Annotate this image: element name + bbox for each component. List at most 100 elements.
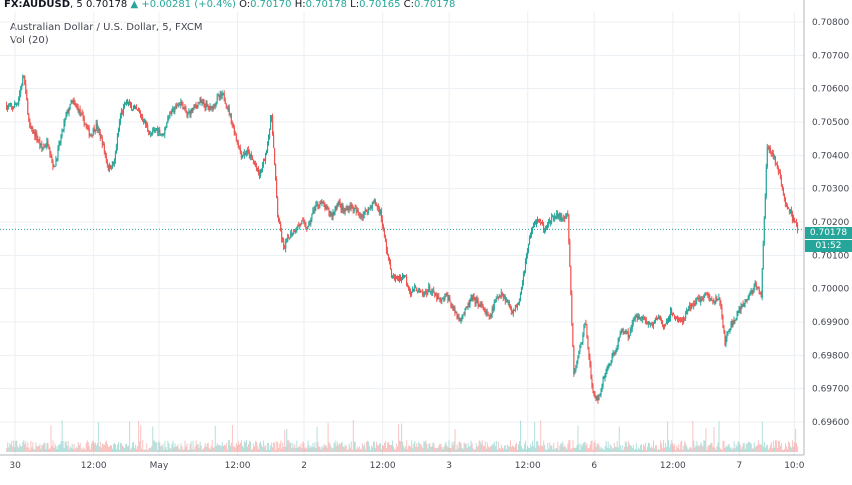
candle-body: [425, 291, 427, 293]
volume-bar: [554, 449, 556, 452]
volume-bar: [455, 449, 457, 452]
volume-bar: [607, 441, 609, 452]
candle-body: [640, 318, 642, 320]
candle-body: [673, 313, 675, 315]
volume-indicator-label[interactable]: Vol (20): [10, 35, 49, 46]
candle-body: [530, 234, 532, 239]
volume-bar: [56, 449, 58, 452]
volume-bar: [7, 442, 9, 452]
candle-body: [596, 397, 598, 401]
volume-bar: [504, 445, 506, 452]
candle-body: [618, 337, 620, 341]
volume-bar: [672, 443, 674, 452]
candle-body: [718, 297, 720, 300]
candle-body: [447, 294, 449, 301]
volume-bar: [608, 448, 610, 452]
volume-bar: [547, 443, 549, 452]
candle-body: [599, 393, 601, 397]
candle-body: [264, 159, 266, 161]
volume-bar: [611, 448, 613, 452]
candle-body: [662, 320, 664, 327]
volume-bar: [259, 443, 261, 452]
candle-body: [357, 210, 359, 213]
candle-body: [593, 391, 595, 395]
volume-bar: [201, 449, 203, 452]
volume-bar: [40, 448, 42, 452]
candle-body: [121, 111, 123, 116]
candle-body: [719, 297, 721, 303]
candle-body: [295, 230, 297, 233]
volume-bar: [392, 440, 394, 452]
candle-body: [293, 230, 295, 234]
volume-bar: [101, 443, 103, 452]
candle-body: [232, 124, 234, 127]
candle-body: [615, 350, 617, 351]
volume-bar: [495, 441, 497, 452]
volume-bar: [688, 449, 690, 452]
volume-bar: [232, 446, 234, 452]
volume-bar: [539, 446, 541, 452]
candle-body: [316, 204, 318, 206]
candle-body: [302, 220, 304, 222]
candle-body: [620, 332, 622, 334]
volume-bar: [194, 446, 196, 452]
candle-body: [535, 221, 537, 224]
candle-body: [589, 356, 591, 365]
volume-bar: [519, 441, 521, 452]
candle-body: [603, 377, 605, 379]
volume-bar: [544, 444, 546, 452]
volume-bar: [63, 447, 65, 452]
candle-body: [177, 105, 179, 107]
candle-body: [158, 129, 160, 133]
candle-body: [746, 299, 748, 301]
volume-bar: [499, 448, 501, 452]
volume-bar: [23, 440, 25, 452]
volume-bar: [332, 447, 334, 452]
candle-body: [567, 213, 569, 216]
candle-body: [119, 122, 121, 131]
candle-body: [45, 145, 47, 147]
volume-bar: [205, 446, 207, 452]
volume-bar: [643, 446, 645, 452]
volume-bar: [468, 446, 470, 452]
volume-bar: [771, 448, 773, 452]
volume-bar: [119, 449, 121, 452]
candle-body: [20, 88, 22, 94]
candle-body: [243, 152, 245, 156]
candle-body: [261, 169, 263, 171]
candle-body: [218, 95, 220, 98]
volume-bar: [384, 442, 386, 452]
volume-bar: [669, 447, 671, 452]
volume-bar: [574, 447, 576, 452]
candle-body: [655, 317, 657, 321]
candle-body: [576, 361, 578, 368]
volume-bar: [267, 442, 269, 452]
candle-body: [112, 162, 114, 164]
candle-body: [583, 328, 585, 336]
volume-bar: [53, 447, 55, 452]
volume-bar: [404, 448, 406, 452]
candle-body: [352, 206, 354, 211]
volume-bar: [514, 444, 516, 452]
candle-body: [355, 208, 357, 213]
candle-body: [96, 123, 98, 130]
candle-body: [667, 321, 669, 323]
volume-bar: [793, 446, 795, 452]
volume-bar: [726, 446, 728, 452]
candle-body: [538, 219, 540, 220]
volume-bar: [444, 444, 446, 452]
volume-bar: [594, 440, 596, 452]
volume-bar: [215, 445, 217, 452]
candle-body: [556, 213, 558, 219]
volume-bar: [545, 449, 547, 452]
candle-body: [405, 275, 407, 277]
candle-body: [740, 306, 742, 311]
candle-body: [271, 115, 273, 119]
volume-bar: [162, 444, 164, 452]
volume-bar: [710, 442, 712, 452]
candle-body: [500, 292, 502, 297]
y-tick-label: 0.70200: [812, 218, 849, 228]
volume-bar: [642, 444, 644, 452]
volume-bar: [432, 442, 434, 452]
